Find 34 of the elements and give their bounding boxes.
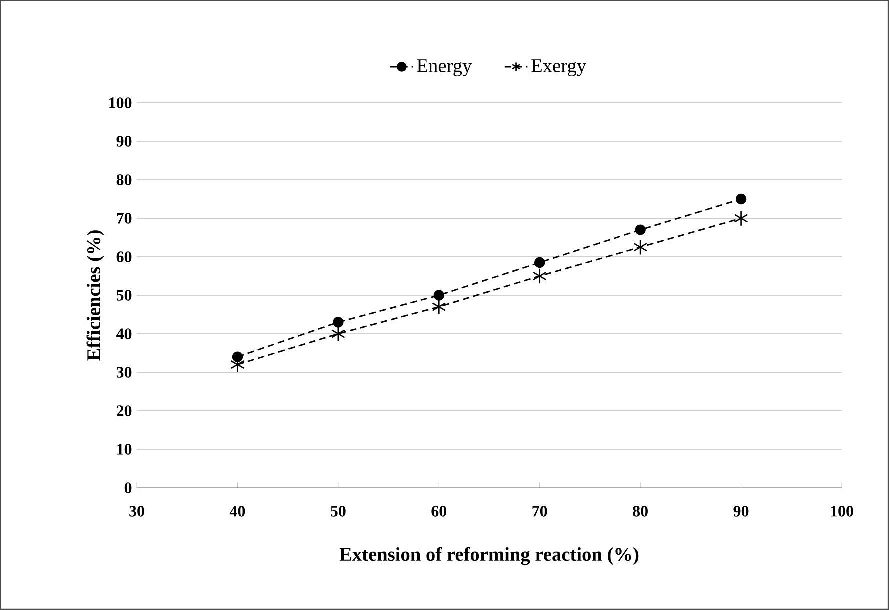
x-tick-label: 60 (432, 506, 447, 517)
point (434, 290, 444, 301)
y-tick-label: 100 (110, 98, 132, 108)
x-tick-label: 100 (831, 506, 854, 517)
x-tick-label: 30 (130, 506, 144, 517)
legend-label: Energy (417, 60, 472, 76)
point (634, 239, 648, 256)
y-tick-label: 80 (116, 174, 132, 186)
y-tick-label: 90 (116, 136, 132, 147)
y-tick-label: 60 (116, 252, 132, 262)
point (534, 257, 546, 268)
x-tick-label: 90 (734, 506, 749, 517)
point (331, 326, 346, 342)
point (736, 194, 747, 205)
point (734, 210, 748, 226)
y-tick-label: 50 (116, 290, 132, 301)
x-tick-label: 70 (532, 506, 548, 517)
point (232, 352, 244, 362)
point (333, 317, 344, 328)
x-axis-title: Extension of reforming reaction (%) (340, 547, 639, 566)
point (532, 268, 547, 284)
x-tick-label: 50 (331, 506, 346, 517)
point (635, 224, 646, 236)
x-tick-label: 40 (230, 506, 246, 517)
y-tick-label: 30 (116, 367, 132, 378)
point (432, 299, 446, 316)
x-tick-label: 80 (633, 506, 648, 517)
legend-label: Exergy (532, 60, 586, 76)
y-tick-label: 0 (124, 482, 132, 494)
y-tick-label: 10 (118, 444, 132, 455)
y-axis-title: Efficiencies (%) (86, 230, 104, 361)
y-tick-label: 20 (116, 406, 132, 416)
y-tick-label: 40 (116, 328, 132, 340)
y-tick-label: 70 (117, 213, 132, 224)
